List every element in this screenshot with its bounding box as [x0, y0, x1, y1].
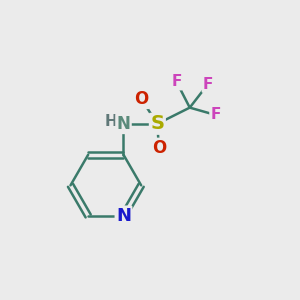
Text: O: O [152, 139, 166, 157]
Text: N: N [116, 207, 131, 225]
Text: F: F [211, 107, 221, 122]
Text: N: N [117, 115, 130, 133]
Text: F: F [203, 76, 213, 92]
Text: H: H [105, 114, 118, 129]
Text: O: O [134, 90, 148, 108]
Text: S: S [150, 114, 164, 133]
Text: F: F [171, 74, 182, 89]
